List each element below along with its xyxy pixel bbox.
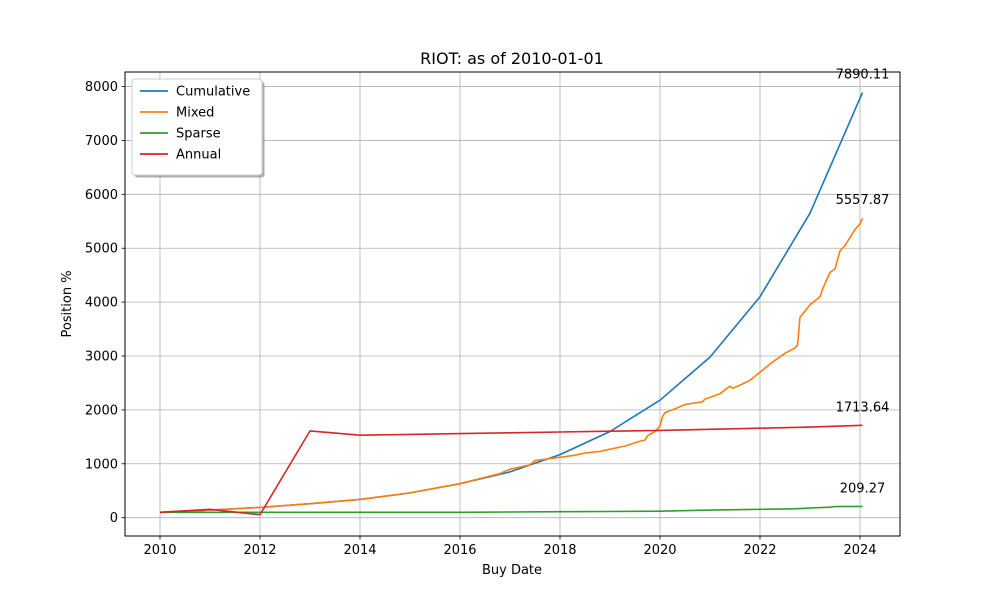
legend-label-sparse: Sparse	[176, 127, 221, 142]
y-axis-label: Position %	[60, 270, 75, 337]
x-tick-label: 2014	[343, 543, 376, 558]
legend-label-mixed: Mixed	[176, 106, 214, 121]
data-label: 7890.11	[836, 67, 890, 82]
axes-frame	[124, 71, 901, 537]
axis-ticks: 2010 2012 2014 2016 2018 2020 2022 2024 0 1000 200…	[85, 80, 877, 558]
legend-label-cumulative: Cumulative	[176, 85, 250, 100]
y-tick-label: 1000	[85, 457, 118, 472]
data-label: 1713.64	[836, 400, 890, 415]
legend-frame	[131, 78, 263, 176]
chart-title: RIOT: as of 2010-01-01	[420, 49, 604, 68]
y-tick-label: 6000	[85, 188, 118, 203]
x-tick-label: 2018	[543, 543, 576, 558]
grid	[125, 72, 900, 536]
series-lines	[159, 92, 864, 516]
y-tick-label: 0	[110, 511, 118, 526]
x-tick-label: 2024	[843, 543, 876, 558]
series-line-sparse	[160, 505, 863, 514]
y-tick-label: 3000	[85, 350, 118, 365]
data-label: 209.27	[840, 481, 886, 496]
legend: Cumulative Mixed Sparse Annual	[131, 78, 265, 178]
data-label: 5557.87	[836, 193, 890, 208]
series-line-annual	[159, 424, 863, 516]
y-tick-label: 7000	[85, 134, 118, 149]
x-tick-label: 2022	[743, 543, 776, 558]
annotations: 7890.11 5557.87 1713.64 209.27	[836, 67, 890, 496]
x-tick-label: 2016	[443, 543, 476, 558]
y-tick-label: 8000	[85, 80, 118, 95]
y-tick-label: 5000	[85, 242, 118, 257]
x-tick-label: 2012	[243, 543, 276, 558]
legend-label-annual: Annual	[176, 148, 221, 163]
y-tick-label: 2000	[85, 403, 118, 418]
series-line-mixed	[159, 217, 864, 514]
x-axis-label: Buy Date	[482, 563, 542, 578]
x-tick-label: 2010	[143, 543, 176, 558]
x-tick-label: 2020	[643, 543, 676, 558]
y-tick-label: 4000	[85, 296, 118, 311]
